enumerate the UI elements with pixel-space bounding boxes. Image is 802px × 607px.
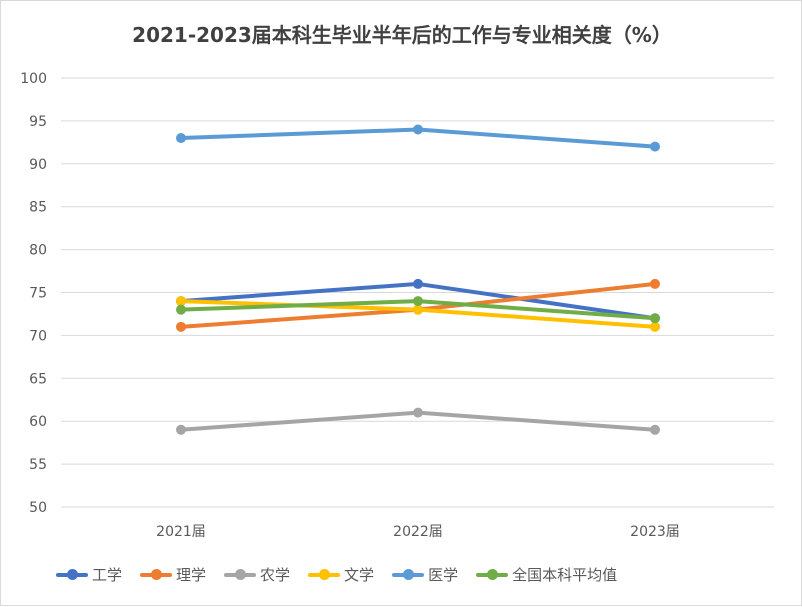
legend-item: 工学 [56, 564, 122, 585]
legend-item: 农学 [224, 564, 290, 585]
legend: 工学 理学 农学 文学 医学 全国本科平均值 [56, 564, 617, 585]
y-tick-label: 100 [20, 71, 47, 87]
data-point [413, 296, 423, 307]
legend-item: 全国本科平均值 [476, 564, 617, 585]
data-point [413, 304, 423, 315]
legend-label: 医学 [428, 566, 459, 584]
legend-label: 工学 [92, 566, 123, 584]
x-tick-label: 2022届 [393, 524, 443, 540]
data-point [413, 407, 423, 418]
data-point [176, 296, 186, 307]
legend-label: 全国本科平均值 [512, 566, 618, 584]
y-tick-label: 70 [29, 328, 47, 344]
y-tick-label: 75 [29, 286, 47, 302]
data-point [650, 321, 660, 332]
legend-marker-icon [392, 568, 425, 580]
data-point [176, 133, 186, 144]
legend-item: 文学 [308, 564, 374, 585]
y-tick-label: 95 [29, 114, 47, 130]
data-point [176, 304, 186, 315]
y-tick-label: 85 [29, 200, 47, 216]
legend-item: 医学 [392, 564, 458, 585]
legend-label: 农学 [260, 566, 291, 584]
data-point [176, 321, 186, 332]
legend-marker-icon [476, 568, 509, 580]
x-tick-label: 2023届 [630, 524, 680, 540]
data-point [650, 278, 660, 289]
data-point [650, 313, 660, 324]
legend-label: 理学 [176, 566, 207, 584]
legend-marker-icon [308, 568, 341, 580]
data-point [413, 124, 423, 135]
data-point [650, 141, 660, 152]
y-tick-label: 60 [29, 414, 47, 430]
legend-item: 理学 [140, 564, 206, 585]
legend-marker-icon [140, 568, 173, 580]
legend-marker-icon [56, 568, 88, 580]
y-tick-label: 80 [29, 243, 47, 259]
data-point [650, 424, 660, 435]
y-tick-label: 90 [29, 157, 47, 173]
data-point [176, 424, 186, 435]
chart-title: 2021-2023届本科生毕业半年后的工作与专业相关度（%） [132, 23, 672, 47]
y-tick-label: 55 [29, 457, 47, 473]
legend-marker-icon [224, 568, 257, 580]
y-tick-label: 65 [29, 371, 47, 387]
legend-label: 文学 [344, 566, 375, 584]
x-tick-label: 2021届 [156, 524, 206, 540]
data-point [413, 278, 423, 289]
y-tick-label: 50 [29, 500, 47, 516]
